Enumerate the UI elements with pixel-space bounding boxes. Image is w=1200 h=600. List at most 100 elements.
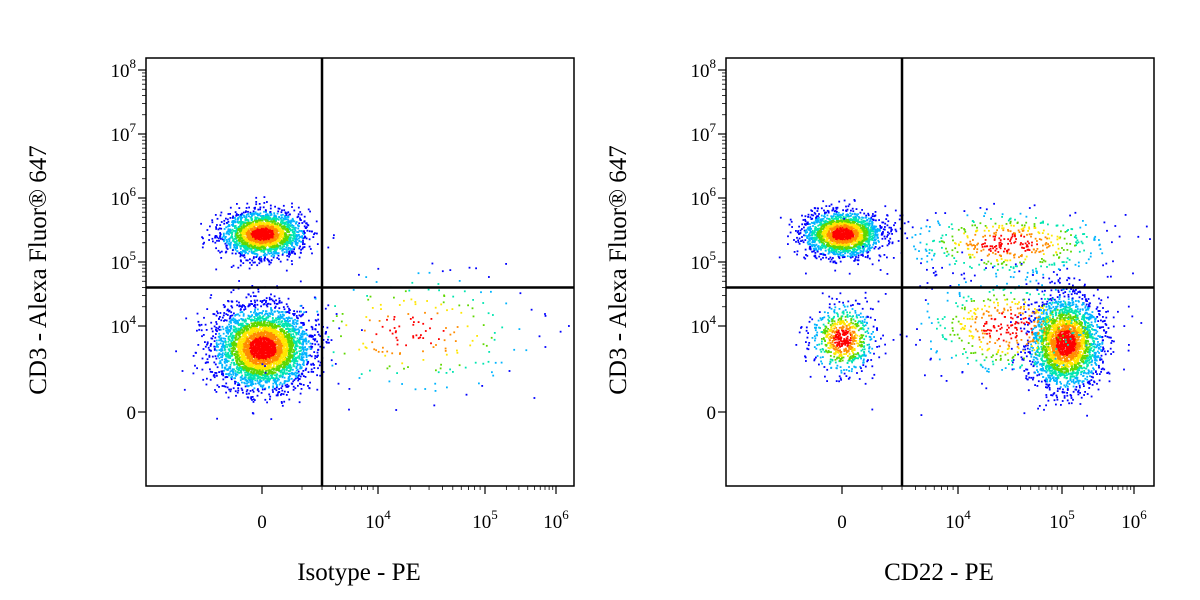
event-dot [255,337,258,340]
event-dot [269,359,272,361]
event-dot [233,362,235,364]
event-dot [265,325,268,328]
event-dot [212,335,214,338]
event-dot [225,235,227,238]
event-dot [270,298,273,301]
event-dot [230,324,233,327]
event-dot [271,253,274,256]
event-dot [275,376,278,378]
event-dot [233,353,236,355]
event-dot [238,363,241,366]
event-dot [282,225,285,228]
event-dot [274,343,277,346]
event-dot [223,366,226,369]
event-dot [298,339,300,341]
event-dot [260,305,262,308]
event-dot [220,353,222,356]
event-dot [292,372,295,375]
event-dot [269,346,271,349]
event-dot [226,376,229,378]
event-dot [225,355,227,358]
event-dot [253,330,256,332]
event-dot [293,357,296,360]
event-dot [239,337,242,340]
event-dot [280,352,283,354]
event-dot [240,338,243,341]
event-dot [265,337,267,340]
event-dot [214,336,217,339]
event-dot [219,312,222,314]
event-dot [281,333,284,336]
event-dot [298,357,301,360]
event-dot [288,328,291,331]
event-dot [257,345,260,348]
event-dot [302,363,304,366]
event-dot [267,343,270,346]
event-dot [259,373,262,376]
event-dot [270,212,273,215]
event-dot [297,317,299,320]
event-dot [305,352,308,354]
event-dot [269,357,272,360]
event-dot [286,317,289,320]
event-dot [270,332,273,335]
event-dot [274,349,277,352]
event-dot [242,238,245,241]
event-dot [299,392,302,395]
event-dot [277,353,280,356]
event-dot [295,351,298,354]
event-dot [250,300,252,302]
event-dot [254,363,257,365]
event-dot [303,360,305,362]
event-dot [230,229,232,232]
event-dot [251,337,253,340]
event-dot [251,380,254,383]
event-dot [274,326,277,328]
event-dot [295,341,297,343]
event-dot [262,348,264,351]
event-dot [230,340,233,343]
event-dot [261,324,264,327]
event-dot [278,391,280,393]
event-dot [242,224,245,227]
event-dot [286,327,289,330]
event-dot [282,368,285,371]
event-dot [257,249,259,251]
event-dot [289,249,291,252]
event-dot [242,362,245,364]
event-dot [239,311,242,314]
event-dot [282,325,284,328]
event-dot [294,318,296,321]
event-dot [248,369,250,372]
event-dot [289,228,291,230]
event-dot [221,354,224,356]
event-dot [309,348,312,350]
event-dot [269,327,271,330]
event-dot [361,329,363,331]
event-dot [233,326,235,328]
event-dot [273,365,275,367]
event-dot [246,380,249,383]
event-dot [305,358,308,361]
event-dot [286,331,288,333]
event-dot [264,375,266,378]
event-dot [279,313,282,316]
event-dot [229,335,231,338]
event-dot [262,337,264,340]
event-dot [286,344,288,347]
event-dot [298,337,301,339]
event-dot [288,341,291,343]
event-dot [234,322,237,325]
event-dot [278,383,281,386]
event-dot [218,349,221,351]
event-dot [221,349,224,352]
event-dot [297,333,300,336]
event-dot [253,371,255,374]
event-dot [231,344,233,347]
event-dot [312,338,315,340]
event-dot [266,353,269,356]
event-dot [270,344,273,347]
event-dot [278,307,281,310]
event-dot [228,330,231,333]
event-dot [246,366,248,369]
